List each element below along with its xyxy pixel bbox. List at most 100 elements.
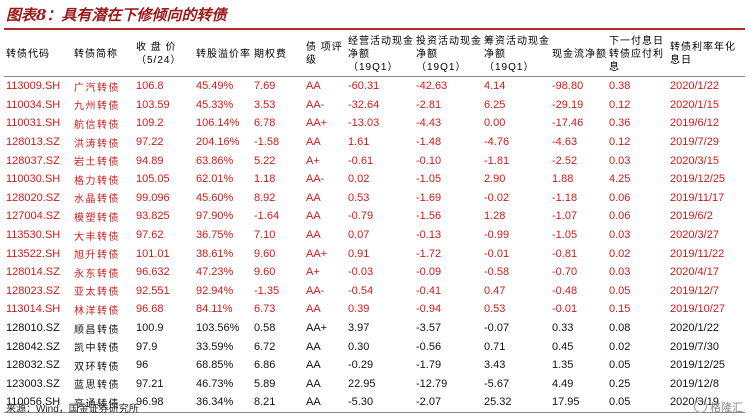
table-cell: -1.81: [484, 154, 510, 167]
table-cell: 6.86: [254, 359, 276, 372]
table-cell: AA: [306, 303, 321, 316]
table-cell: 68.85%: [196, 359, 234, 372]
table-cell: 113014.SH: [6, 303, 61, 316]
table-row: 128014.SZ 永东转债 96.632 47.23% 9.60 A+ -0.03 -0.0…: [4, 263, 745, 282]
table-cell: -0.13: [416, 229, 442, 242]
table-cell: 128010.SZ: [6, 322, 60, 335]
table-cell: -0.56: [416, 340, 442, 353]
table-cell: 94.89: [136, 154, 164, 167]
table-cell: AA: [306, 210, 321, 223]
table-cell: -0.61: [348, 154, 374, 167]
table-cell: 0.71: [484, 340, 506, 353]
table-cell: -12.79: [416, 377, 448, 390]
table-row: 127004.SZ 模塑转债 93.825 97.90% -1.64 AA -0.79 -1.…: [4, 207, 745, 226]
table-cell: 广汽转债: [74, 82, 120, 94]
table-cell: AA-: [306, 284, 325, 297]
table-cell: 2020/3/15: [670, 154, 719, 167]
table-cell: -4.76: [484, 136, 510, 149]
table-cell: 46.73%: [196, 377, 234, 390]
table-cell: 96.632: [136, 266, 170, 279]
table-cell: -4.43: [416, 117, 442, 130]
table-cell: 110034.SH: [6, 98, 61, 111]
table-cell: -0.58: [484, 266, 510, 279]
table-row: 128013.SZ 洪涛转债 97.22 204.16% -1.58 AA 1.61 -1.4…: [4, 133, 745, 152]
table-cell: AA+: [306, 117, 328, 130]
table-cell: -1.18: [552, 191, 578, 204]
table-cell: AA: [306, 136, 321, 149]
table-cell: -2.52: [552, 154, 578, 167]
table-cell: -1.56: [416, 210, 442, 223]
table-cell: -0.29: [348, 359, 374, 372]
table-cell: -0.41: [416, 284, 442, 297]
table-cell: -1.69: [416, 191, 442, 204]
table-cell: -0.01: [484, 247, 510, 260]
table-row: 110030.SH 格力转债 105.05 62.01% 1.18 AA- 0.02 -1.0…: [4, 170, 745, 189]
table-cell: 0.08: [609, 322, 631, 335]
table-cell: 0.05: [609, 396, 631, 409]
table-cell: -0.81: [552, 247, 578, 260]
table-cell: 0.03: [609, 154, 631, 167]
table-cell: 9.60: [254, 247, 276, 260]
table-cell: 2020/4/17: [670, 266, 719, 279]
table-cell: -0.70: [552, 266, 578, 279]
table-cell: AA: [306, 359, 321, 372]
header-next-interest: 下一付息日转债应付利息: [607, 32, 668, 77]
table-cell: 0.58: [254, 322, 276, 335]
table-cell: 36.75%: [196, 229, 234, 242]
table-cell: 106.8: [136, 80, 164, 93]
source-note: 来源：Wind，国金证券研究所: [6, 404, 139, 415]
table-cell: 0.25: [609, 377, 631, 390]
table-cell: 6.25: [484, 98, 506, 111]
table-cell: 0.38: [609, 80, 631, 93]
table-cell: 113522.SH: [6, 247, 61, 260]
table-cell: AA: [306, 80, 321, 93]
table-cell: 2019/12/25: [670, 173, 726, 186]
table-cell: 5.22: [254, 154, 276, 167]
table-row: 128037.SZ 岩土转债 94.89 63.86% 5.22 A+ -0.61 -0.10…: [4, 151, 745, 170]
table-cell: AA-: [306, 98, 325, 111]
table-cell: -17.46: [552, 117, 584, 130]
table-cell: -1.64: [254, 210, 280, 223]
table-cell: 96.98: [136, 396, 164, 409]
table-cell: A+: [306, 154, 320, 167]
table-cell: 100.9: [136, 322, 164, 335]
table-cell: 1.18: [254, 173, 276, 186]
table-cell: -0.99: [484, 229, 510, 242]
table-cell: 2019/7/30: [670, 340, 719, 353]
table-cell: 7.69: [254, 80, 276, 93]
table-cell: 2020/1/22: [670, 80, 719, 93]
table-cell: 22.95: [348, 377, 376, 390]
table-cell: -1.72: [416, 247, 442, 260]
table-cell: 128013.SZ: [6, 136, 60, 149]
table-cell: 0.12: [609, 136, 631, 149]
table-cell: 0.12: [609, 98, 631, 111]
table-cell: -1.05: [552, 229, 578, 242]
watermark-logo-icon: [694, 400, 707, 413]
table-cell: 123003.SZ: [6, 377, 60, 390]
table-cell: 110056.SH: [6, 396, 61, 409]
table-cell: 0.00: [484, 117, 506, 130]
table-cell: 4.25: [609, 173, 631, 186]
table-cell: 99.096: [136, 191, 170, 204]
table-cell: 大丰转债: [74, 231, 120, 243]
table-cell: 96.68: [136, 303, 164, 316]
convertible-bond-table: 转债代码 转债简称 收 盘 价（5/24） 转股溢价率 期权费 债 项评级 经营…: [4, 32, 745, 413]
table-cell: 0.05: [609, 359, 631, 372]
table-cell: 62.01%: [196, 173, 234, 186]
table-cell: -60.31: [348, 80, 380, 93]
table-cell: 2019/7/29: [670, 136, 719, 149]
table-cell: 128023.SZ: [6, 284, 60, 297]
table-cell: -1.35: [254, 284, 280, 297]
table-cell: -0.10: [416, 154, 442, 167]
table-cell: 2020/1/22: [670, 322, 719, 335]
table-cell: 0.03: [609, 266, 631, 279]
table-cell: 92.551: [136, 284, 170, 297]
table-row: 113530.SH 大丰转债 97.62 36.75% 7.10 AA 0.07 -0.13 -…: [4, 226, 745, 245]
table-cell: 0.30: [348, 340, 370, 353]
table-cell: 84.11%: [196, 303, 233, 316]
table-cell: -0.01: [552, 303, 578, 316]
table-cell: -5.67: [484, 377, 510, 390]
table-cell: 204.16%: [196, 136, 240, 149]
table-cell: 2.90: [484, 173, 506, 186]
table-cell: 2019/12/8: [670, 377, 719, 390]
